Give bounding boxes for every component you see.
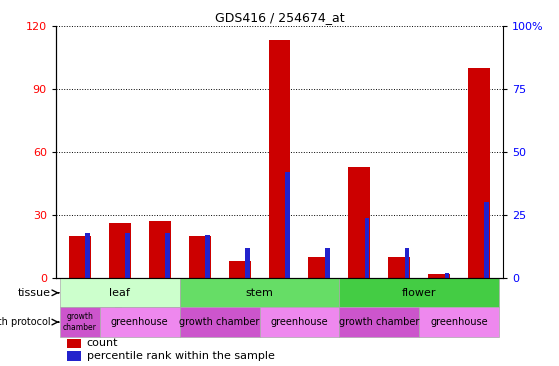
Bar — [428, 274, 450, 278]
Text: count: count — [87, 339, 118, 348]
Bar — [245, 248, 250, 278]
Text: percentile rank within the sample: percentile rank within the sample — [87, 351, 274, 361]
Bar — [60, 278, 179, 307]
Bar — [309, 257, 330, 278]
Bar — [444, 273, 449, 278]
Bar — [69, 236, 91, 278]
Bar — [468, 68, 490, 278]
Bar — [268, 40, 291, 278]
Bar — [67, 351, 81, 361]
Text: leaf: leaf — [110, 288, 130, 298]
Bar — [67, 339, 81, 348]
Bar — [179, 307, 259, 337]
Bar — [485, 202, 489, 278]
Text: stem: stem — [245, 288, 273, 298]
Bar — [285, 172, 290, 278]
Bar — [419, 307, 499, 337]
Bar — [85, 233, 90, 278]
Bar — [205, 235, 210, 278]
Text: growth chamber: growth chamber — [339, 317, 419, 327]
Bar — [100, 307, 179, 337]
Bar — [348, 167, 370, 278]
Text: growth
chamber: growth chamber — [63, 312, 97, 332]
Text: greenhouse: greenhouse — [271, 317, 328, 327]
Bar — [405, 248, 409, 278]
Bar — [165, 233, 170, 278]
Bar — [259, 307, 339, 337]
Bar — [189, 236, 211, 278]
Title: GDS416 / 254674_at: GDS416 / 254674_at — [215, 11, 344, 25]
Bar — [149, 221, 170, 278]
Text: tissue: tissue — [17, 288, 50, 298]
Bar — [179, 278, 339, 307]
Bar — [389, 257, 410, 278]
Text: greenhouse: greenhouse — [430, 317, 488, 327]
Bar — [109, 223, 131, 278]
Bar — [125, 233, 130, 278]
Text: flower: flower — [402, 288, 437, 298]
Bar — [339, 278, 499, 307]
Bar — [229, 261, 250, 278]
Text: growth chamber: growth chamber — [179, 317, 260, 327]
Bar — [364, 217, 369, 278]
Text: growth protocol: growth protocol — [0, 317, 50, 327]
Bar — [339, 307, 419, 337]
Bar — [60, 307, 100, 337]
Bar — [325, 248, 329, 278]
Text: greenhouse: greenhouse — [111, 317, 169, 327]
